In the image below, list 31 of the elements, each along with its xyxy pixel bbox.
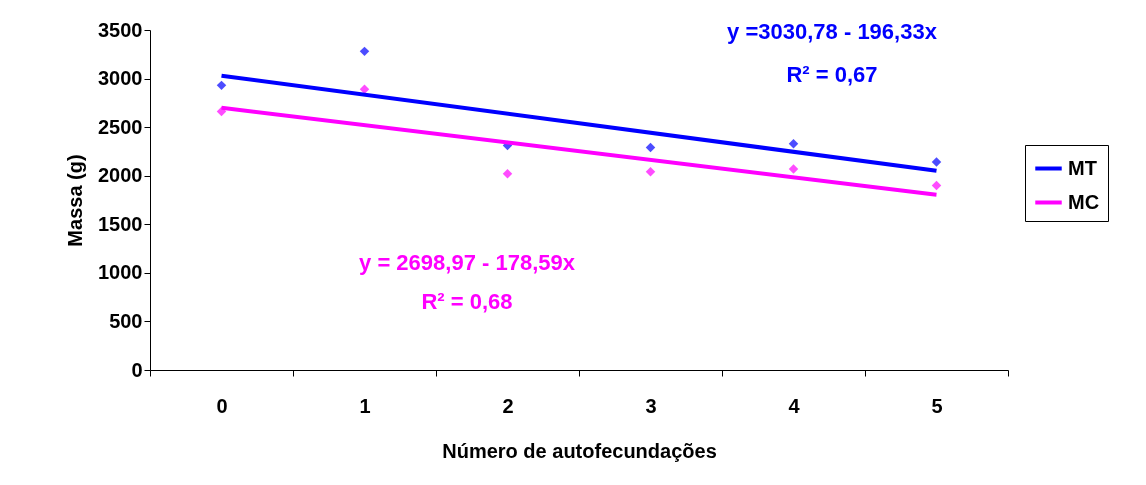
x-tick-label: 1 bbox=[359, 394, 371, 417]
annotation: R² = 0,67 bbox=[786, 62, 878, 87]
y-tick-label: 500 bbox=[109, 309, 143, 332]
y-axis-title: Massa (g) bbox=[64, 154, 87, 247]
point bbox=[788, 138, 799, 149]
point bbox=[502, 169, 513, 179]
y-tick-label: 3500 bbox=[98, 18, 143, 41]
y-tick-label: 2500 bbox=[98, 115, 143, 138]
point bbox=[931, 157, 942, 167]
point bbox=[645, 167, 656, 177]
y-tick-label: 1000 bbox=[98, 261, 143, 284]
point bbox=[645, 142, 656, 153]
y-tick-label: 1500 bbox=[98, 212, 143, 235]
annotation: R² = 0,68 bbox=[421, 289, 513, 314]
legend-label: MC bbox=[1068, 190, 1100, 213]
point bbox=[359, 46, 370, 57]
x-axis-title: Número de autofecundações bbox=[442, 439, 717, 462]
x-tick-label: 5 bbox=[931, 394, 943, 417]
legend-label: MT bbox=[1068, 156, 1097, 179]
y-tick-label: 0 bbox=[131, 358, 143, 381]
y-tick-label: 2000 bbox=[98, 164, 143, 187]
y-tick-label: 3000 bbox=[98, 67, 143, 90]
point bbox=[931, 180, 942, 191]
x-tick-label: 3 bbox=[645, 394, 657, 417]
annotation: y = 2698,97 - 178,59x bbox=[359, 250, 576, 275]
annotation: y =3030,78 - 196,33x bbox=[727, 19, 938, 44]
x-tick-label: 0 bbox=[216, 394, 228, 417]
point bbox=[788, 164, 799, 174]
point bbox=[216, 80, 227, 91]
x-tick-label: 4 bbox=[788, 394, 801, 417]
x-tick-label: 2 bbox=[502, 394, 514, 417]
